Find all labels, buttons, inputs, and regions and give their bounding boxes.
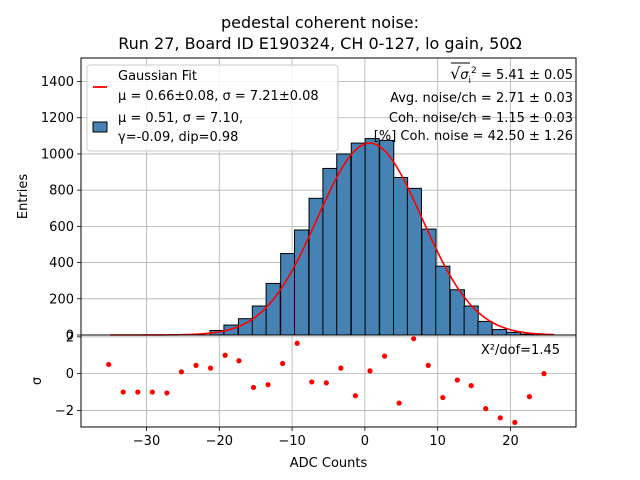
x-tick-label: −10: [278, 434, 305, 449]
residual-point: [454, 377, 460, 383]
y-tick-label: 600: [49, 220, 74, 235]
residual-axes-frame: [80, 334, 577, 428]
histogram-bar: [435, 265, 451, 336]
histogram-bar: [350, 142, 366, 336]
y-tick-label: 1000: [41, 147, 74, 162]
x-axis-label: ADC Counts: [290, 456, 368, 471]
y-axis-label: Entries: [16, 174, 31, 220]
residual-y-tick-label: 2: [66, 330, 74, 345]
residual-point: [236, 358, 242, 364]
residual-point: [280, 360, 286, 367]
x-tick-label: −20: [206, 434, 233, 449]
residual-point: [411, 336, 417, 342]
y-tick-label: 1400: [41, 75, 74, 90]
residual-point: [265, 382, 271, 388]
residual-point: [541, 371, 547, 377]
histogram-bar: [364, 138, 380, 336]
annotations: √σi2 = 5.41 ± 0.05 Avg. noise/ch = 2.71 ±…: [374, 62, 573, 144]
chart-title-line-1: pedestal coherent noise:: [220, 13, 420, 32]
residual-point: [526, 394, 533, 400]
legend: Gaussian Fit μ = 0.66±0.08, σ = 7.21±0.08…: [86, 64, 339, 152]
histogram-bar: [322, 167, 338, 336]
histogram-bar: [449, 289, 465, 336]
residual-y-tick-label: −2: [55, 404, 74, 419]
annotation-coh-noise-percent: [%] Coh. noise = 42.50 ± 1.26: [374, 129, 573, 144]
main-axes: 0 200 400 600 800 1000 1200 1400 Entries: [16, 57, 577, 344]
histogram-bar: [308, 197, 324, 336]
residual-point: [367, 368, 373, 374]
residual-point: [381, 353, 388, 359]
residual-point: [323, 380, 329, 386]
residual-point: [106, 361, 112, 368]
residual-point: [294, 340, 300, 346]
residual-point: [497, 415, 503, 421]
legend-hist-params-2: γ=-0.09, dip=0.98: [118, 130, 238, 145]
residual-point: [135, 389, 141, 395]
histogram-bar: [492, 329, 508, 336]
residual-y-tick-label: 0: [66, 367, 74, 382]
x-tick-label: 20: [502, 434, 519, 449]
residual-point: [396, 400, 402, 406]
residual-point: [164, 390, 170, 396]
chi2-annotation: X²/dof=1.45: [481, 343, 560, 358]
x-tick-label: 0: [361, 434, 369, 449]
histogram-bar: [265, 282, 281, 336]
residual-point: [483, 406, 489, 412]
residual-point: [440, 394, 446, 401]
histogram-bar: [477, 320, 493, 336]
histogram-bars: [209, 138, 550, 336]
residual-point: [352, 393, 359, 399]
legend-hist-patch: [92, 121, 108, 133]
y-tick-label: 800: [49, 184, 74, 199]
y-tick-label: 400: [49, 256, 74, 271]
legend-fit-params: μ = 0.66±0.08, σ = 7.21±0.08: [118, 89, 319, 104]
residual-point: [309, 379, 315, 385]
y-tick-label: 0: [66, 329, 74, 344]
histogram-bar: [379, 139, 395, 336]
residual-point: [468, 383, 474, 389]
annotation-coh-noise: Coh. noise/ch = 1.15 ± 0.03: [389, 111, 573, 126]
y-tick-label: 1200: [41, 111, 74, 126]
histogram-bar: [280, 253, 296, 336]
annotation-sigma-sum: √σi2 = 5.41 ± 0.05: [450, 64, 573, 86]
histogram-bar: [336, 153, 352, 336]
residual-points: [106, 336, 547, 425]
residual-point: [512, 419, 518, 425]
x-tick-label: 10: [429, 434, 446, 449]
histogram-bar: [294, 229, 310, 336]
legend-fit-label: Gaussian Fit: [118, 69, 197, 84]
residual-y-axis-label: σ: [30, 377, 45, 385]
residual-point: [338, 365, 344, 371]
annotation-avg-noise: Avg. noise/ch = 2.71 ± 0.03: [390, 91, 573, 106]
residual-point: [120, 389, 126, 395]
chart-title-line-2: Run 27, Board ID E190324, CH 0-127, lo g…: [118, 34, 522, 53]
residual-point: [149, 389, 155, 395]
residual-point: [425, 362, 431, 368]
legend-box: [86, 64, 339, 152]
legend-hist-params-1: μ = 0.51, σ = 7.10,: [118, 111, 243, 126]
residual-point: [207, 365, 214, 371]
residual-point: [193, 362, 199, 368]
residual-point: [222, 352, 228, 358]
x-tick-label: −30: [133, 434, 160, 449]
histogram-bar: [393, 176, 409, 336]
residual-point: [250, 384, 257, 391]
y-tick-label: 200: [49, 292, 74, 307]
residual-point: [178, 369, 185, 375]
residual-grid: [81, 335, 576, 427]
